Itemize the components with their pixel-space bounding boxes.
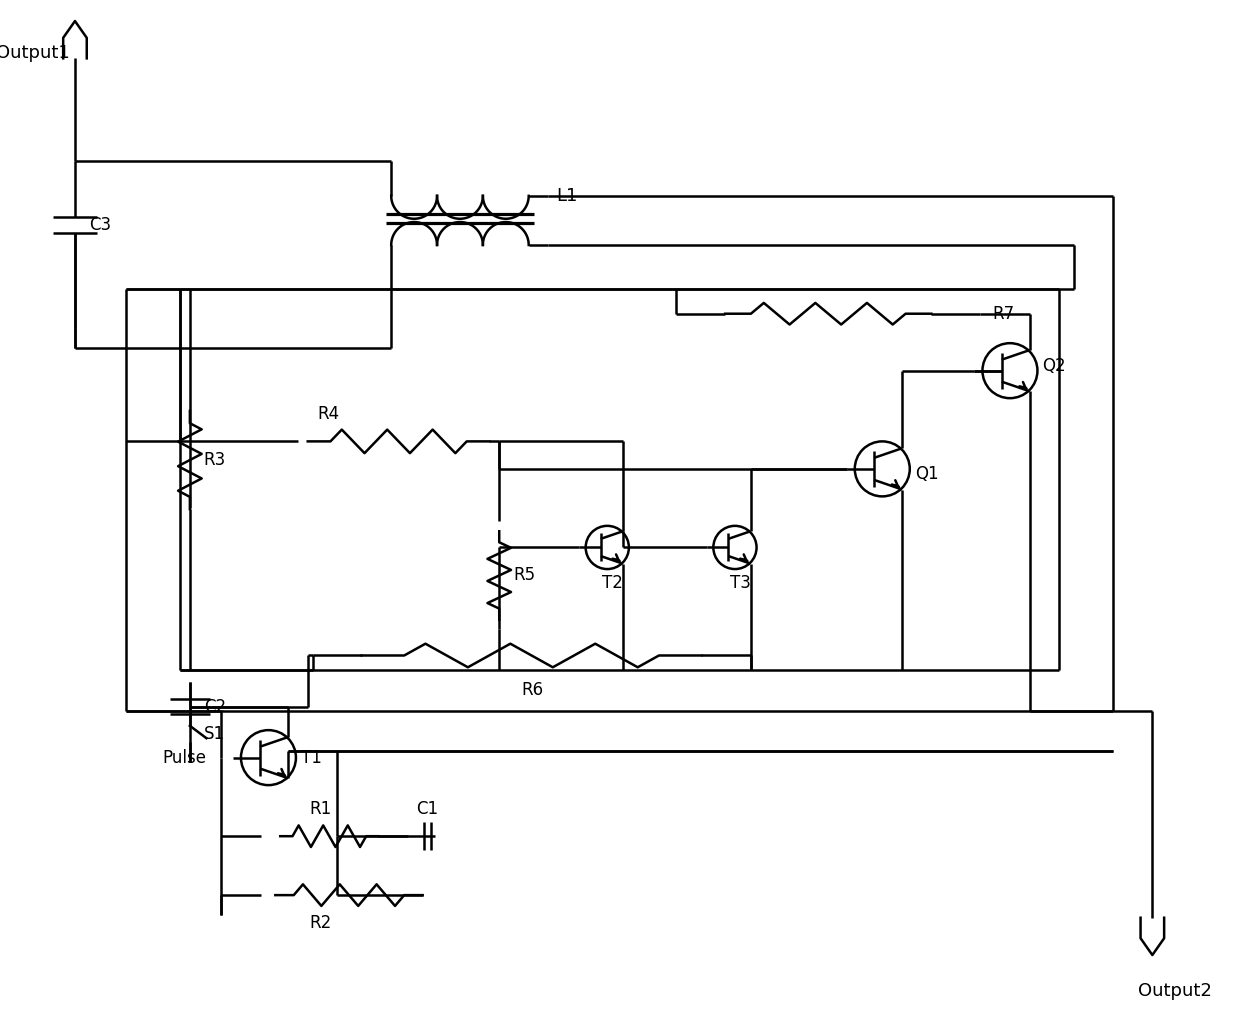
Text: T3: T3 <box>730 573 751 592</box>
Text: S1: S1 <box>203 726 224 743</box>
Text: R5: R5 <box>513 566 536 585</box>
Text: C1: C1 <box>415 800 438 818</box>
Text: R1: R1 <box>310 800 332 818</box>
Text: Output1: Output1 <box>0 45 71 62</box>
Text: Output2: Output2 <box>1137 982 1211 1001</box>
Text: R3: R3 <box>203 451 226 469</box>
Text: T1: T1 <box>301 748 321 767</box>
Text: Q1: Q1 <box>915 465 939 482</box>
Text: C3: C3 <box>89 216 110 234</box>
Text: R2: R2 <box>310 914 332 932</box>
Text: R6: R6 <box>522 681 544 699</box>
Text: L1: L1 <box>557 187 578 205</box>
Text: R7: R7 <box>992 304 1014 323</box>
Text: Pulse: Pulse <box>162 748 206 767</box>
Text: R4: R4 <box>317 405 340 423</box>
Text: T2: T2 <box>603 573 624 592</box>
Text: C2: C2 <box>203 698 226 715</box>
Text: Q2: Q2 <box>1043 357 1066 375</box>
